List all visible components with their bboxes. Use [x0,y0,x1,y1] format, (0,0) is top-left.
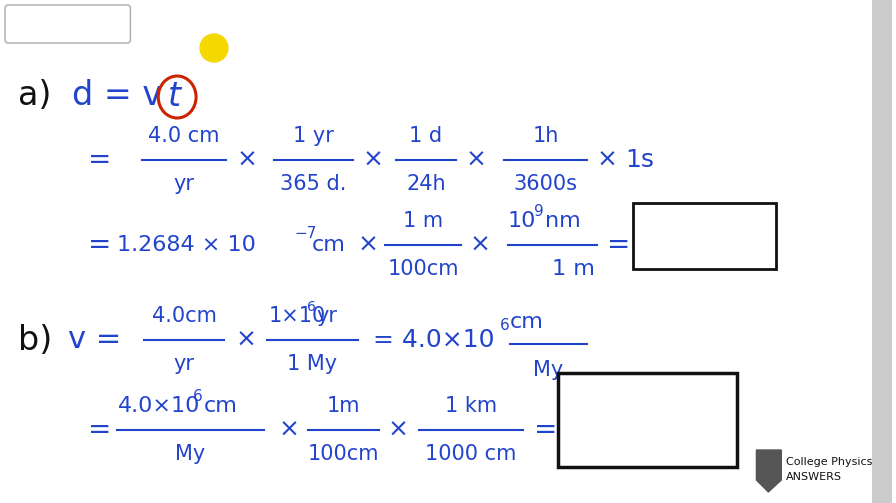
Text: = 4.0×10: = 4.0×10 [374,328,495,352]
Text: =: = [88,231,111,259]
Text: 365 d.: 365 d. [280,174,347,194]
Text: 4.0 cm: 4.0 cm [149,126,220,146]
Text: ×: × [237,148,257,172]
Text: ×: × [470,233,490,257]
Text: 1.3nm: 1.3nm [660,231,749,259]
Text: ×: × [278,418,299,442]
Text: ×: × [597,148,617,172]
Text: 6: 6 [193,389,202,404]
Text: 10: 10 [508,211,536,231]
Text: College Physics: College Physics [787,457,873,467]
Text: 9PE: 9PE [18,15,52,33]
Text: a): a) [18,78,51,112]
FancyBboxPatch shape [872,0,892,503]
Text: cm: cm [510,312,544,332]
Text: b): b) [18,323,52,357]
Text: 1 km: 1 km [444,396,497,416]
Text: d = v: d = v [72,78,162,112]
Ellipse shape [200,34,228,62]
Text: 1s: 1s [625,148,654,172]
Text: t: t [168,79,181,113]
Text: ANSWERS: ANSWERS [787,472,842,482]
Text: 1.2684 × 10: 1.2684 × 10 [117,235,256,255]
Text: ×: × [363,148,383,172]
FancyBboxPatch shape [558,373,737,467]
Text: 1 m: 1 m [403,211,443,231]
Text: 1000 cm: 1000 cm [425,444,516,464]
FancyBboxPatch shape [5,5,131,43]
Polygon shape [756,450,781,492]
Text: =: = [534,416,557,444]
Text: 3600s: 3600s [513,174,577,194]
Text: ×: × [388,418,409,442]
Text: cm: cm [204,396,238,416]
Text: ×: × [236,328,256,352]
Text: =: = [88,146,111,174]
Text: 1m: 1m [327,396,360,416]
Text: 1 d: 1 d [409,126,443,146]
Text: 1h: 1h [532,126,558,146]
FancyBboxPatch shape [633,203,776,269]
Text: 4.0cm: 4.0cm [151,306,217,326]
Text: yr: yr [316,306,338,326]
Text: nm: nm [546,211,582,231]
Text: yr: yr [174,354,194,374]
Text: 1 My: 1 My [288,354,338,374]
Text: v =: v = [68,325,121,355]
Text: 1×10: 1×10 [269,306,326,326]
Text: My: My [626,440,668,468]
Text: ×: × [358,233,379,257]
Text: 6: 6 [500,318,510,333]
Text: −7: −7 [295,225,317,240]
Text: =: = [88,416,111,444]
Text: 1 yr: 1 yr [293,126,334,146]
Text: ×: × [465,148,487,172]
Text: 1 m: 1 m [552,259,595,279]
Text: =: = [607,231,631,259]
Text: 40km: 40km [607,398,686,426]
Text: 100cm: 100cm [307,444,379,464]
Text: 9: 9 [535,204,544,219]
Text: 4.0×10: 4.0×10 [117,396,200,416]
Text: My: My [175,444,205,464]
Text: cm: cm [312,235,345,255]
Text: 100cm: 100cm [387,259,459,279]
Text: 24h: 24h [406,174,446,194]
Text: 6: 6 [306,300,315,314]
Text: My: My [533,360,564,380]
Text: yr: yr [174,174,194,194]
